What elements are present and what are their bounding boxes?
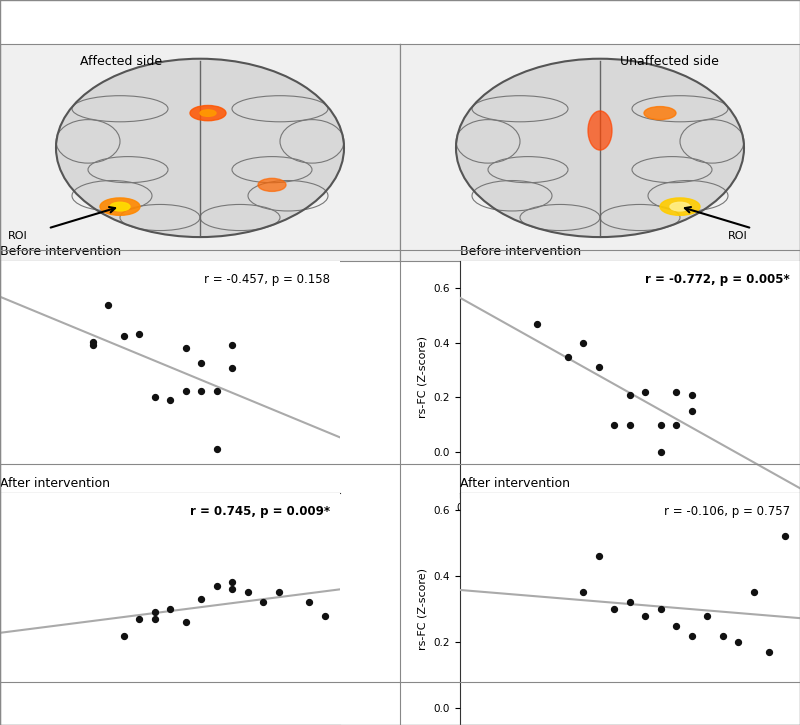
Ellipse shape — [670, 202, 690, 211]
Point — [133, 613, 146, 625]
Point — [210, 580, 223, 592]
Text: r = -0.106, p = 0.757: r = -0.106, p = 0.757 — [664, 505, 790, 518]
Text: Before intervention: Before intervention — [459, 246, 581, 258]
Point — [102, 299, 114, 310]
Text: Unaffected side: Unaffected side — [620, 55, 719, 68]
Ellipse shape — [190, 106, 226, 120]
Text: Pair of uIPL-uPMd: Pair of uIPL-uPMd — [416, 14, 556, 29]
Point — [210, 386, 223, 397]
Point — [639, 610, 652, 621]
Point — [654, 419, 667, 431]
Point — [530, 318, 543, 330]
Point — [226, 339, 238, 351]
Point — [179, 386, 192, 397]
Point — [179, 342, 192, 354]
Point — [670, 620, 682, 631]
Text: r = 0.745, p = 0.009*: r = 0.745, p = 0.009* — [190, 505, 330, 518]
Ellipse shape — [110, 202, 130, 211]
Point — [164, 603, 177, 615]
Point — [133, 328, 146, 339]
Text: After intervention: After intervention — [0, 478, 110, 490]
Point — [670, 419, 682, 431]
Point — [148, 392, 161, 403]
Point — [226, 576, 238, 588]
Point — [194, 357, 207, 368]
Point — [608, 603, 621, 615]
Point — [623, 389, 636, 400]
Text: ROI: ROI — [8, 231, 28, 241]
Point — [226, 584, 238, 595]
Text: Affected side: Affected side — [80, 55, 162, 68]
Text: ROI: ROI — [728, 231, 748, 241]
Point — [179, 616, 192, 628]
Ellipse shape — [456, 59, 744, 237]
Point — [686, 389, 698, 400]
Point — [194, 593, 207, 605]
Point — [701, 610, 714, 621]
Point — [686, 630, 698, 642]
Point — [639, 386, 652, 398]
Point — [194, 386, 207, 397]
Point — [272, 587, 285, 598]
Point — [623, 419, 636, 431]
Ellipse shape — [588, 111, 612, 150]
Point — [577, 337, 590, 349]
Ellipse shape — [660, 198, 700, 215]
Point — [670, 386, 682, 398]
Point — [86, 336, 99, 348]
Y-axis label: rs-FC (Z-score): rs-FC (Z-score) — [418, 336, 428, 418]
Point — [762, 646, 775, 658]
Point — [148, 613, 161, 625]
Point — [562, 351, 574, 362]
Point — [747, 587, 760, 598]
Text: r = -0.457, p = 0.158: r = -0.457, p = 0.158 — [204, 273, 330, 286]
Point — [654, 447, 667, 458]
Ellipse shape — [644, 107, 676, 120]
Point — [577, 587, 590, 598]
Point — [686, 405, 698, 417]
Point — [86, 339, 99, 351]
Point — [732, 637, 745, 648]
Text: After intervention: After intervention — [459, 478, 570, 490]
Ellipse shape — [100, 198, 140, 215]
Point — [318, 610, 331, 621]
Point — [778, 530, 791, 542]
Point — [241, 587, 254, 598]
Point — [118, 331, 130, 342]
Point — [210, 444, 223, 455]
Text: r = -0.772, p = 0.005*: r = -0.772, p = 0.005* — [645, 273, 790, 286]
Ellipse shape — [258, 178, 286, 191]
Ellipse shape — [56, 59, 344, 237]
Point — [623, 597, 636, 608]
Point — [164, 394, 177, 406]
Point — [654, 603, 667, 615]
Point — [593, 550, 606, 562]
Point — [716, 630, 729, 642]
Point — [303, 597, 316, 608]
Point — [593, 362, 606, 373]
Point — [148, 607, 161, 618]
X-axis label: Fugl-Meyer assessment score (points): Fugl-Meyer assessment score (points) — [65, 518, 276, 529]
Ellipse shape — [200, 110, 216, 117]
Point — [608, 419, 621, 431]
Point — [118, 630, 130, 642]
X-axis label: Fugl-Meyer assessment score (points): Fugl-Meyer assessment score (points) — [524, 518, 735, 529]
Y-axis label: rs-FC (Z-score): rs-FC (Z-score) — [418, 568, 428, 650]
Point — [257, 597, 270, 608]
Point — [226, 362, 238, 374]
Text: Before intervention: Before intervention — [0, 246, 121, 258]
Text: Pair of  aIPS-uIPS: Pair of aIPS-uIPS — [16, 14, 153, 29]
